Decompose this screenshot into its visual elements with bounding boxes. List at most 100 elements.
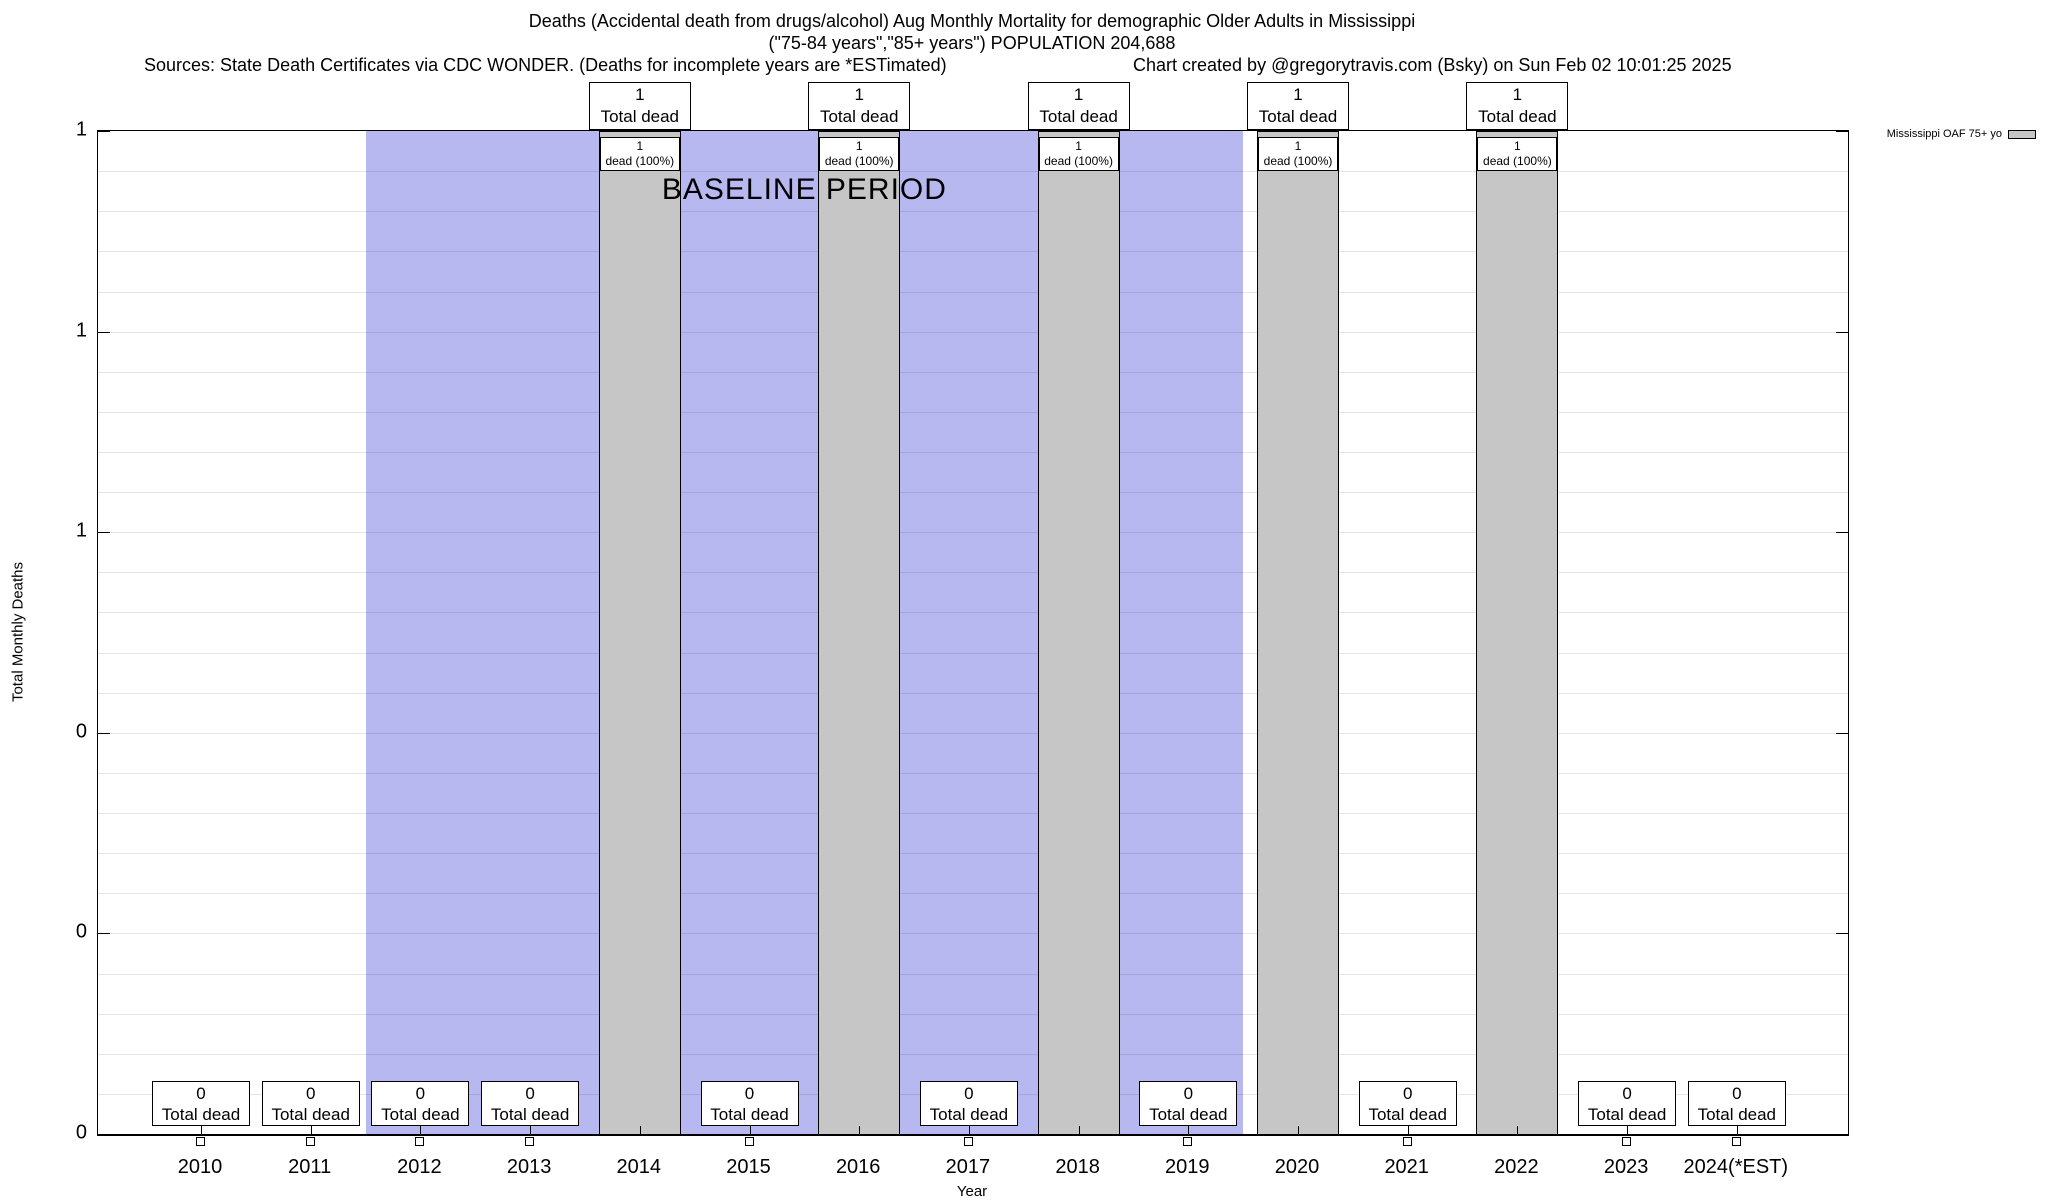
callout-line: 1	[1073, 85, 1084, 104]
x-tick-label: 2020	[1274, 1156, 1320, 1178]
callout-line: 0	[1622, 1084, 1632, 1103]
total-dead-callout: 1 Total dead	[1247, 82, 1349, 130]
zero-dead-callout: 0 Total dead	[1578, 1081, 1677, 1126]
zero-dead-callout: 0 Total dead	[1139, 1081, 1238, 1126]
callout-line: 1	[854, 85, 864, 104]
gridline	[98, 612, 1848, 614]
gridline	[98, 853, 1848, 855]
y-tick-label: 0	[75, 920, 87, 943]
gridline	[98, 893, 1848, 895]
callout-line: Total dead	[819, 107, 899, 126]
zero-dead-callout: 0 Total dead	[1687, 1081, 1786, 1126]
gridline	[98, 371, 1848, 373]
zero-dead-callout: 0 Total dead	[700, 1081, 799, 1126]
callout-line: Total dead	[490, 1105, 570, 1124]
callout-line: 0	[1732, 1084, 1742, 1103]
x-tick-label: 2023	[1603, 1156, 1649, 1178]
gridline	[98, 171, 1848, 173]
y-tick-mark	[98, 1134, 110, 1135]
dead-percent-callout: 1 dead (100%)	[1258, 137, 1338, 171]
y-tick-mark	[1836, 1134, 1848, 1135]
gridline	[98, 652, 1848, 654]
callout-line: Total dead	[1149, 1105, 1228, 1124]
callout-line: dead (100%)	[1483, 154, 1552, 168]
y-tick-mark	[1836, 732, 1848, 734]
callout-line: dead (100%)	[1263, 154, 1333, 168]
y-tick-mark	[1836, 131, 1848, 132]
total-dead-callout: 1 Total dead	[808, 82, 911, 130]
x-tick-label: 2014	[616, 1156, 662, 1178]
x-tick-label: 2010	[177, 1156, 223, 1178]
callout-line: 0	[1402, 1084, 1413, 1103]
y-tick-label: 0	[75, 720, 87, 743]
zero-point-marker	[963, 1137, 973, 1146]
x-tick-mark	[1517, 1126, 1519, 1134]
gridline	[98, 813, 1848, 814]
y-axis-label: Total Monthly Deaths	[9, 561, 27, 703]
callout-line: 1	[1294, 139, 1302, 153]
legend: Mississippi OAF 75+ yo	[1887, 128, 2036, 140]
gridline	[98, 1053, 1848, 1055]
y-tick-mark	[1836, 532, 1848, 534]
dead-percent-callout: 1 dead (100%)	[1038, 137, 1119, 171]
x-tick-mark	[859, 1126, 861, 1134]
callout-line: Total dead	[600, 107, 680, 126]
gridline	[98, 732, 1848, 734]
y-tick-mark	[98, 732, 110, 734]
zero-point-marker	[415, 1137, 425, 1146]
callout-line: Total dead	[1368, 1105, 1447, 1124]
plot-area: 0 Total dead 0 Total dead 0 Total dead 0 Total …	[97, 82, 1849, 1146]
gridline	[98, 331, 1848, 333]
gridline	[98, 572, 1848, 574]
x-tick-label: 2011	[288, 1156, 332, 1178]
y-tick-label: 1	[75, 118, 87, 141]
y-tick-mark	[1836, 331, 1848, 333]
callout-line: 1	[636, 139, 644, 153]
zero-point-marker	[1402, 1137, 1412, 1146]
legend-label: Mississippi OAF 75+ yo	[1886, 128, 2002, 140]
zero-dead-callout: 0 Total dead	[919, 1081, 1018, 1126]
callout-line: dead (100%)	[605, 154, 675, 168]
x-tick-mark	[420, 1126, 422, 1134]
chart-subtitle: ("75-84 years","85+ years") POPULATION 2…	[768, 33, 1176, 53]
y-tick-label: 0	[75, 1121, 87, 1144]
y-tick-mark	[98, 933, 110, 935]
x-tick-mark	[201, 1126, 202, 1134]
total-dead-callout: 1 Total dead	[1466, 82, 1569, 130]
callout-line: 1	[1512, 85, 1523, 104]
x-axis-label: Year	[956, 1183, 988, 1200]
x-tick-mark	[530, 1126, 532, 1134]
x-tick-mark	[1188, 1126, 1190, 1134]
x-tick-mark	[1736, 1126, 1738, 1134]
x-tick-label: 2012	[397, 1156, 442, 1178]
callout-line: Total dead	[1697, 1105, 1777, 1124]
x-tick-mark	[1298, 1126, 1299, 1134]
callout-line: Total dead	[1258, 107, 1338, 126]
gridline	[98, 211, 1848, 213]
callout-line: 0	[196, 1084, 206, 1103]
x-tick-mark	[749, 1126, 751, 1134]
x-tick-mark	[310, 1126, 312, 1134]
zero-dead-callout: 0 Total dead	[152, 1081, 250, 1126]
x-tick-label: 2018	[1055, 1156, 1100, 1178]
y-tick-mark	[1836, 933, 1848, 935]
callout-line: Total dead	[710, 1105, 789, 1124]
gridline	[98, 973, 1848, 975]
callout-line: Total dead	[929, 1105, 1009, 1124]
total-dead-callout: 1 Total dead	[1027, 82, 1130, 130]
dead-percent-callout: 1 dead (100%)	[1477, 137, 1558, 171]
callout-line: Total dead	[1039, 107, 1118, 126]
callout-line: dead (100%)	[824, 154, 894, 168]
callout-line: Total dead	[1587, 1105, 1667, 1124]
year-bar-2022	[1476, 131, 1559, 1134]
zero-point-marker	[744, 1137, 754, 1146]
callout-line: 0	[964, 1084, 974, 1103]
x-tick-label: 2015	[726, 1156, 771, 1178]
x-tick-label: 2019	[1165, 1156, 1210, 1178]
zero-point-marker	[1183, 1137, 1193, 1146]
x-tick-label: 2013	[506, 1156, 552, 1178]
callout-line: 0	[525, 1084, 535, 1103]
callout-line: 1	[1293, 85, 1303, 104]
x-tick-mark	[968, 1126, 970, 1134]
x-tick-label: 2024(*EST)	[1683, 1156, 1789, 1178]
